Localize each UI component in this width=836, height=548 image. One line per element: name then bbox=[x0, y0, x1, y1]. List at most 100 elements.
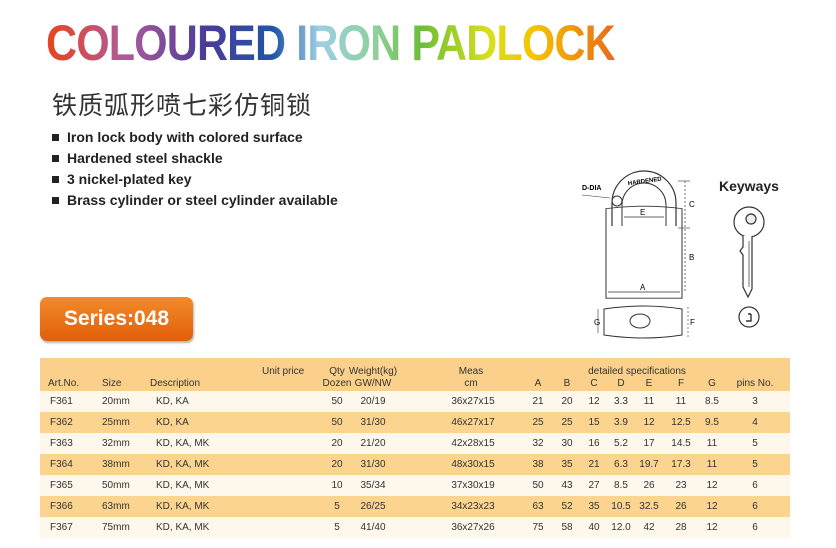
table-row: F366 63mm KD, KA, MK 5 26/25 34x23x23 63 52 35 10… bbox=[40, 496, 790, 517]
cell-g: 11 bbox=[706, 438, 718, 449]
cell-b: 43 bbox=[561, 480, 573, 491]
header-size: Size bbox=[102, 378, 122, 389]
specification-table: Art.No. Size Description Unit price Qty … bbox=[40, 358, 790, 538]
cell-g: 9.5 bbox=[705, 417, 719, 428]
cell-weight: 31/30 bbox=[360, 417, 386, 428]
label-b: B bbox=[689, 253, 694, 262]
cell-size: 63mm bbox=[102, 501, 130, 512]
cell-a: 38 bbox=[532, 459, 544, 470]
cell-pins: 5 bbox=[752, 438, 758, 449]
cell-c: 40 bbox=[588, 522, 600, 533]
cell-qty: 50 bbox=[331, 396, 343, 407]
cell-b: 25 bbox=[561, 417, 573, 428]
label-c: C bbox=[689, 200, 695, 209]
cell-b: 20 bbox=[561, 396, 573, 407]
label-f: F bbox=[690, 318, 695, 327]
cell-desc: KD, KA bbox=[156, 417, 189, 428]
label-a: A bbox=[640, 283, 646, 292]
cell-qty: 5 bbox=[334, 501, 340, 512]
cell-a: 63 bbox=[532, 501, 544, 512]
cell-weight: 41/40 bbox=[360, 522, 386, 533]
header-meas: Meas bbox=[458, 366, 484, 377]
cell-d: 12.0 bbox=[611, 522, 631, 533]
keyways-label: Keyways bbox=[719, 178, 779, 194]
cell-d: 8.5 bbox=[614, 480, 628, 491]
cell-weight: 26/25 bbox=[360, 501, 386, 512]
cell-weight: 21/20 bbox=[360, 438, 386, 449]
cell-a: 75 bbox=[532, 522, 544, 533]
cell-qty: 5 bbox=[334, 522, 340, 533]
bullet-square-icon bbox=[52, 176, 59, 183]
cell-d: 6.3 bbox=[614, 459, 628, 470]
table-row: F365 50mm KD, KA, MK 10 35/34 37x30x19 50 43 27 8… bbox=[40, 475, 790, 496]
cell-art: F366 bbox=[50, 501, 73, 512]
table-row: F363 32mm KD, KA, MK 20 21/20 42x28x15 32 30 16 5… bbox=[40, 433, 790, 454]
header-f: F bbox=[677, 378, 685, 389]
cell-desc: KD, KA, MK bbox=[156, 522, 210, 533]
feature-list: Iron lock body with colored surface Hard… bbox=[52, 127, 338, 211]
cell-art: F362 bbox=[50, 417, 73, 428]
d-dia-circle bbox=[611, 195, 623, 207]
cell-d: 3.3 bbox=[614, 396, 628, 407]
header-description: Description bbox=[150, 378, 201, 389]
label-g: G bbox=[594, 318, 600, 327]
cell-meas: 36x27x15 bbox=[451, 396, 495, 407]
header-qty-unit: Dozen bbox=[322, 378, 352, 389]
cell-desc: KD, KA bbox=[156, 396, 189, 407]
label-e: E bbox=[640, 208, 645, 217]
cell-art: F363 bbox=[50, 438, 73, 449]
cell-f: 17.3 bbox=[671, 459, 691, 470]
header-d: D bbox=[617, 378, 625, 389]
series-badge: Series:048 bbox=[40, 297, 193, 341]
cell-c: 15 bbox=[588, 417, 600, 428]
cell-qty: 20 bbox=[331, 459, 343, 470]
header-b: B bbox=[563, 378, 571, 389]
cell-pins: 4 bbox=[752, 417, 758, 428]
cell-pins: 6 bbox=[752, 522, 758, 533]
cell-qty: 50 bbox=[331, 417, 343, 428]
cell-qty: 10 bbox=[331, 480, 343, 491]
bullet-square-icon bbox=[52, 134, 59, 141]
feature-item: 3 nickel-plated key bbox=[52, 169, 338, 190]
cell-f: 26 bbox=[675, 501, 687, 512]
label-hardened: HARDENED bbox=[628, 176, 663, 187]
header-pins: pins No. bbox=[736, 378, 774, 389]
label-d-dia: D-DIA bbox=[582, 185, 601, 192]
cell-art: F361 bbox=[50, 396, 73, 407]
header-detailed-specs: detailed specifications bbox=[588, 366, 686, 377]
feature-text: Iron lock body with colored surface bbox=[67, 129, 303, 145]
keyway-profile-icon bbox=[738, 306, 760, 328]
cell-g: 12 bbox=[706, 480, 718, 491]
feature-item: Iron lock body with colored surface bbox=[52, 127, 338, 148]
cell-meas: 36x27x26 bbox=[451, 522, 495, 533]
page-title: COLOURED IRON PADLOCK bbox=[46, 15, 616, 71]
table-row: F362 25mm KD, KA 50 31/30 46x27x17 25 25 15 3.9 12… bbox=[40, 412, 790, 433]
header-art-no: Art.No. bbox=[48, 378, 80, 389]
bullet-square-icon bbox=[52, 197, 59, 204]
cell-desc: KD, KA, MK bbox=[156, 501, 210, 512]
cell-desc: KD, KA, MK bbox=[156, 459, 210, 470]
feature-text: Brass cylinder or steel cylinder availab… bbox=[67, 192, 338, 208]
cell-f: 14.5 bbox=[671, 438, 691, 449]
feature-text: 3 nickel-plated key bbox=[67, 171, 192, 187]
cell-size: 50mm bbox=[102, 480, 130, 491]
cell-d: 3.9 bbox=[614, 417, 628, 428]
cell-b: 30 bbox=[561, 438, 573, 449]
cell-desc: KD, KA, MK bbox=[156, 480, 210, 491]
cell-e: 32.5 bbox=[639, 501, 659, 512]
cell-desc: KD, KA, MK bbox=[156, 438, 210, 449]
header-unit-price: Unit price bbox=[262, 366, 305, 377]
cell-d: 10.5 bbox=[611, 501, 631, 512]
cell-meas: 34x23x23 bbox=[451, 501, 495, 512]
cell-c: 35 bbox=[588, 501, 600, 512]
cell-f: 23 bbox=[675, 480, 687, 491]
cell-pins: 6 bbox=[752, 501, 758, 512]
cell-g: 11 bbox=[706, 459, 718, 470]
cell-g: 8.5 bbox=[705, 396, 719, 407]
header-a: A bbox=[534, 378, 542, 389]
cell-e: 17 bbox=[643, 438, 655, 449]
header-c: C bbox=[590, 378, 598, 389]
feature-item: Hardened steel shackle bbox=[52, 148, 338, 169]
cell-a: 50 bbox=[532, 480, 544, 491]
cell-e: 19.7 bbox=[639, 459, 659, 470]
